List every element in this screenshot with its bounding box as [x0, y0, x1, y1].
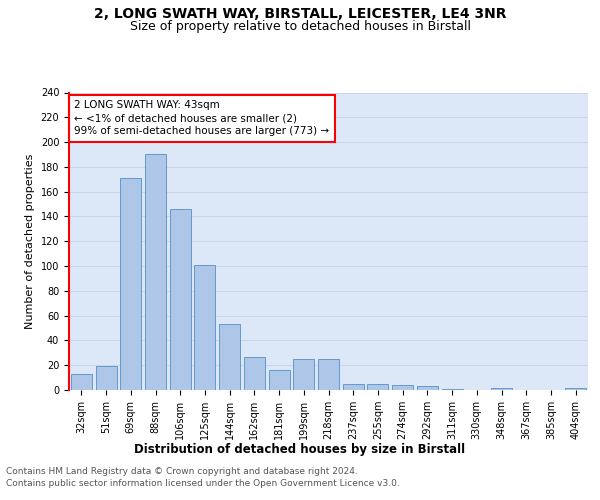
Bar — [417, 386, 438, 390]
Text: 2 LONG SWATH WAY: 43sqm
← <1% of detached houses are smaller (2)
99% of semi-det: 2 LONG SWATH WAY: 43sqm ← <1% of detache… — [74, 100, 329, 136]
Y-axis label: Number of detached properties: Number of detached properties — [25, 154, 35, 329]
Bar — [565, 388, 586, 390]
Text: Contains public sector information licensed under the Open Government Licence v3: Contains public sector information licen… — [6, 479, 400, 488]
Bar — [442, 389, 463, 390]
Bar — [71, 374, 92, 390]
Bar — [343, 384, 364, 390]
Bar — [318, 359, 339, 390]
Bar — [170, 209, 191, 390]
Bar — [491, 388, 512, 390]
Bar — [269, 370, 290, 390]
Bar — [293, 359, 314, 390]
Bar — [392, 385, 413, 390]
Bar — [244, 356, 265, 390]
Text: Distribution of detached houses by size in Birstall: Distribution of detached houses by size … — [134, 442, 466, 456]
Bar — [95, 366, 116, 390]
Bar — [367, 384, 388, 390]
Bar — [120, 178, 141, 390]
Text: 2, LONG SWATH WAY, BIRSTALL, LEICESTER, LE4 3NR: 2, LONG SWATH WAY, BIRSTALL, LEICESTER, … — [94, 8, 506, 22]
Bar — [145, 154, 166, 390]
Bar — [219, 324, 240, 390]
Text: Contains HM Land Registry data © Crown copyright and database right 2024.: Contains HM Land Registry data © Crown c… — [6, 468, 358, 476]
Bar — [194, 265, 215, 390]
Text: Size of property relative to detached houses in Birstall: Size of property relative to detached ho… — [130, 20, 470, 33]
